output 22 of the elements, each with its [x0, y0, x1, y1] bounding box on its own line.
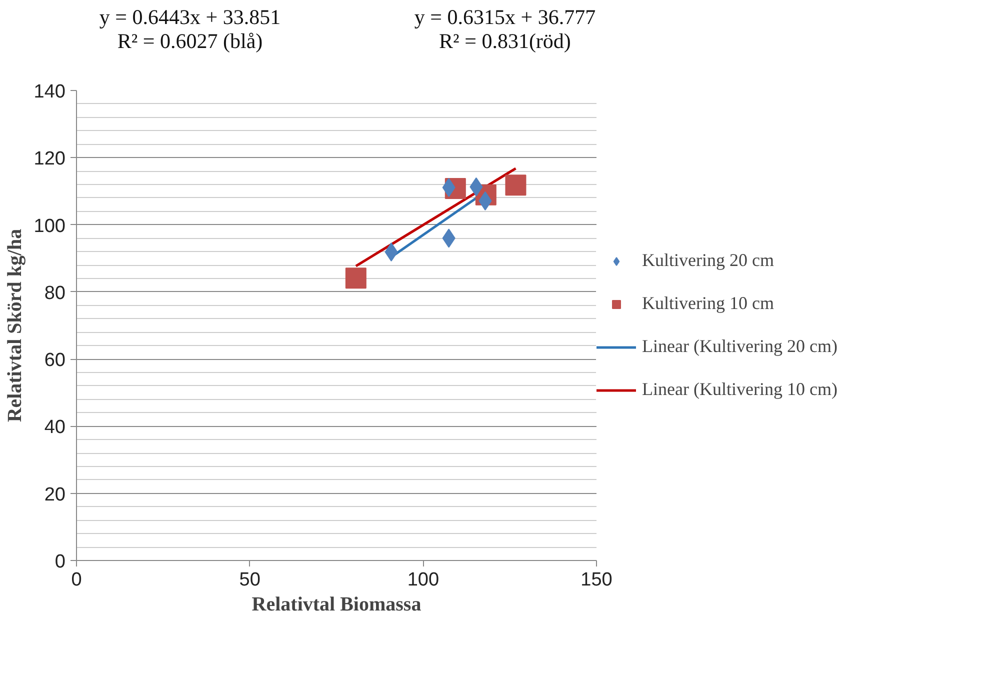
text: y = 0.6443x + 33.851 R² = 0.6027 (blå) [99, 5, 281, 54]
y-tick-label: 0 [54, 552, 66, 572]
legend-label: Linear (Kultivering 10 cm) [642, 379, 838, 400]
legend-label: Kultivering 10 cm [642, 293, 774, 314]
y-axis-title: Relativtal Skörd kg/ha [4, 228, 26, 422]
legend-label: Kultivering 20 cm [642, 250, 774, 271]
y-tick-label: 80 [44, 282, 66, 304]
y-tick-label: 60 [44, 350, 66, 372]
x-tick-label: 150 [580, 570, 612, 590]
legend-label: Linear (Kultivering 20 cm) [642, 336, 838, 357]
text: y = 0.6315x + 36.777 R² = 0.831(röd) [414, 5, 596, 54]
x-axis-title: Relativtal Biomassa [252, 594, 422, 616]
x-tick-label: 0 [71, 570, 82, 590]
y-tick-label: 100 [34, 216, 66, 237]
y-tick-label: 20 [44, 484, 66, 506]
y-tick-label: 120 [34, 148, 66, 170]
point [505, 174, 526, 196]
x-tick-label: 50 [239, 570, 260, 590]
y-tick-label: 140 [34, 82, 66, 102]
point [345, 268, 366, 289]
y-tick-label: 40 [44, 417, 66, 438]
x-tick-label: 100 [407, 570, 440, 590]
